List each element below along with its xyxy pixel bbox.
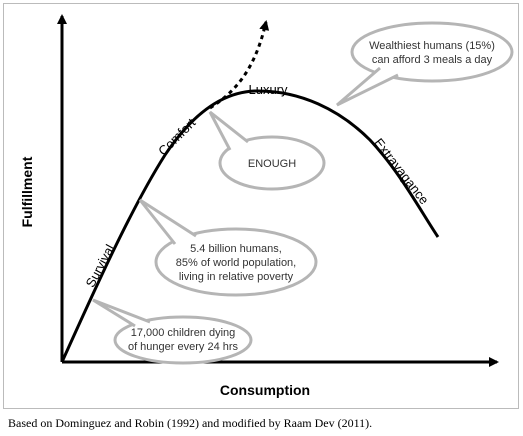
bubble-text: ENOUGH [248,158,296,170]
bubble: ENOUGH [208,110,326,191]
frame [3,3,519,409]
bubble-text: 5.4 billion humans, [190,243,282,255]
curve-label: Extravagance [371,135,432,207]
curve [60,89,440,363]
curve-label: Survival [83,242,118,290]
x-axis-label: Consumption [220,382,310,398]
y-axis-label: Fulfillment [19,156,35,227]
bubble-text: Wealthiest humans (15%) [369,40,495,52]
caption: Based on Dominguez and Robin (1992) and … [8,416,372,430]
bubble: 5.4 billion humans, 85% of world populat… [138,198,318,297]
curve-label: Luxury [248,82,288,97]
bubble-text: of hunger every 24 hrs [128,341,239,353]
dotted-curve [209,20,270,110]
bubble-text: living in relative poverty [179,271,294,283]
bubble-text: can afford 3 meals a day [372,54,493,66]
bubble-text: 17,000 children dying [131,327,236,339]
bubble: 17,000 children dying of hunger every 24… [92,298,253,365]
curve-label: Comfort [155,115,199,159]
bubble: Wealthiest humans (15%) can afford 3 mea… [336,21,514,107]
bubble-text: 85% of world population, [176,257,296,269]
